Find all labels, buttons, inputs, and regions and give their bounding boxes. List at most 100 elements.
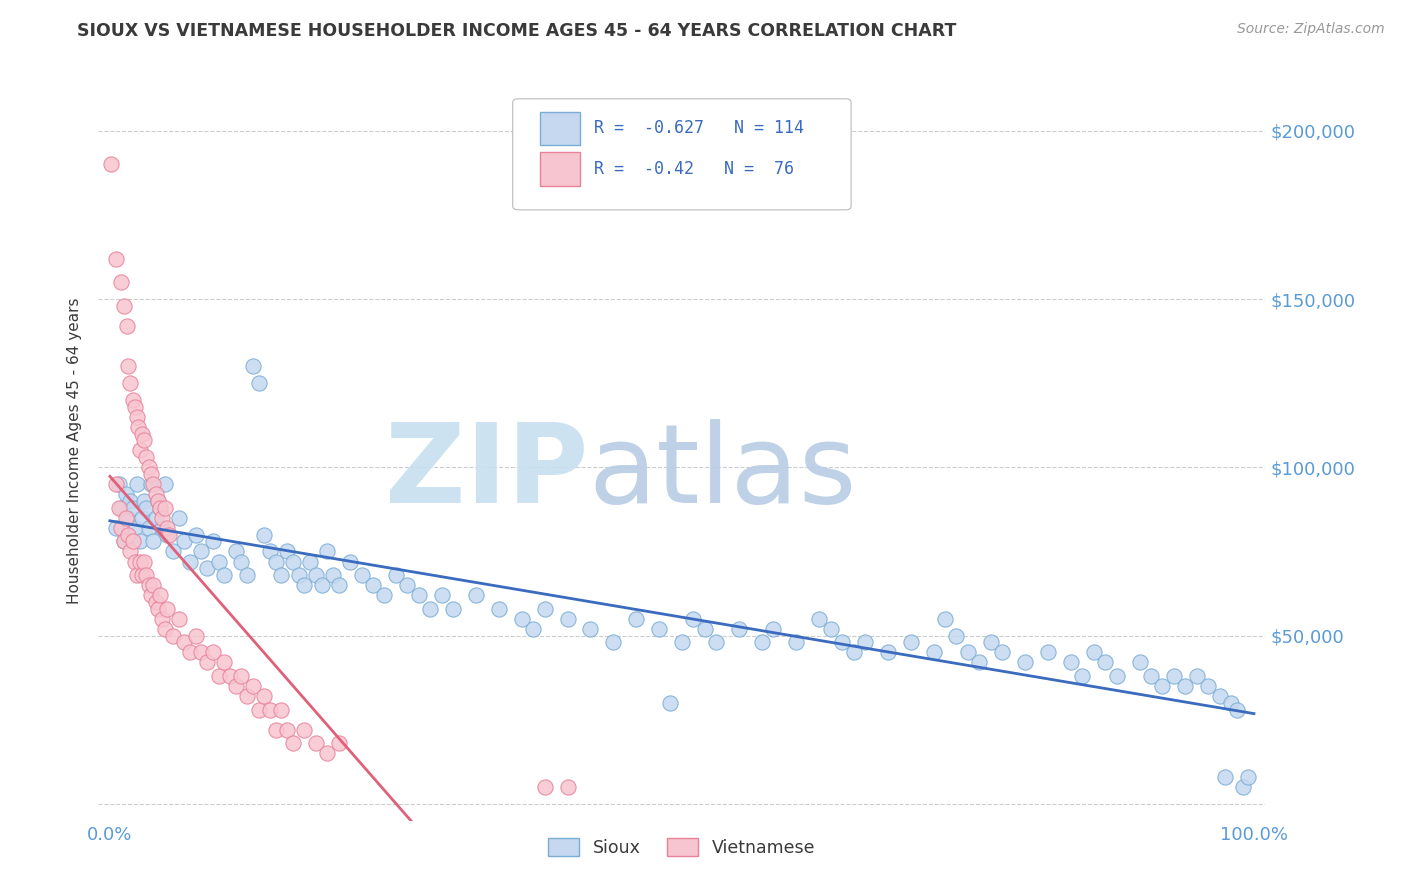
Point <box>117 510 139 524</box>
Point <box>311 578 333 592</box>
Point <box>259 544 281 558</box>
Point <box>104 521 127 535</box>
Point <box>682 612 704 626</box>
Point <box>120 544 142 558</box>
Point <box>134 434 156 448</box>
Point <box>276 723 298 737</box>
Point <box>190 544 212 558</box>
Point <box>350 568 373 582</box>
Point <box>190 645 212 659</box>
Point <box>131 510 153 524</box>
Point <box>145 510 167 524</box>
Point <box>115 510 138 524</box>
Point <box>557 612 579 626</box>
Point <box>281 554 304 569</box>
Point <box>969 656 991 670</box>
Point <box>179 645 201 659</box>
Point <box>1237 770 1260 784</box>
Point <box>162 544 184 558</box>
Point <box>138 578 160 592</box>
Point <box>207 669 229 683</box>
Point <box>121 392 143 407</box>
Point <box>1197 679 1219 693</box>
Point <box>139 467 162 481</box>
Point <box>138 521 160 535</box>
Point <box>441 601 464 615</box>
Point <box>225 544 247 558</box>
Point <box>146 601 169 615</box>
Point <box>128 534 150 549</box>
Point <box>225 679 247 693</box>
Point <box>131 426 153 441</box>
Point <box>110 500 132 515</box>
Point <box>152 510 174 524</box>
Point <box>785 635 807 649</box>
Point <box>145 487 167 501</box>
Point <box>533 780 555 794</box>
Point <box>419 601 441 615</box>
Point <box>214 656 236 670</box>
Point <box>115 487 138 501</box>
Point <box>956 645 979 659</box>
Point <box>876 645 898 659</box>
FancyBboxPatch shape <box>540 153 581 186</box>
Point <box>173 635 195 649</box>
Point <box>153 500 176 515</box>
Point <box>117 359 139 374</box>
Point <box>152 612 174 626</box>
Point <box>112 534 135 549</box>
Point <box>146 494 169 508</box>
Point <box>153 622 176 636</box>
Text: Source: ZipAtlas.com: Source: ZipAtlas.com <box>1237 22 1385 37</box>
Point <box>142 534 165 549</box>
Point <box>305 568 328 582</box>
Point <box>1220 696 1243 710</box>
Point <box>149 588 172 602</box>
Point <box>110 275 132 289</box>
Point <box>179 554 201 569</box>
Point <box>842 645 865 659</box>
Point <box>853 635 876 649</box>
Text: R =  -0.42   N =  76: R = -0.42 N = 76 <box>595 161 794 178</box>
Point <box>820 622 842 636</box>
Point <box>247 703 270 717</box>
Point <box>1232 780 1254 794</box>
Point <box>1071 669 1094 683</box>
Point <box>385 568 408 582</box>
Point <box>762 622 785 636</box>
Point <box>922 645 945 659</box>
Point <box>146 494 169 508</box>
Point <box>270 568 292 582</box>
Point <box>128 443 150 458</box>
Point <box>831 635 853 649</box>
Point <box>142 578 165 592</box>
Point <box>207 554 229 569</box>
Point <box>242 679 264 693</box>
Point <box>408 588 430 602</box>
Point <box>231 669 253 683</box>
Point <box>316 544 339 558</box>
Point <box>1140 669 1163 683</box>
Point <box>396 578 419 592</box>
Point <box>156 601 179 615</box>
Point <box>751 635 773 649</box>
Point <box>991 645 1014 659</box>
Point <box>242 359 264 374</box>
Text: atlas: atlas <box>589 419 858 526</box>
Point <box>728 622 751 636</box>
Point <box>292 723 315 737</box>
Point <box>121 534 143 549</box>
Point <box>184 527 207 541</box>
Point <box>624 612 647 626</box>
Point <box>104 252 127 266</box>
Point <box>934 612 956 626</box>
Point <box>430 588 453 602</box>
Point <box>1208 689 1230 703</box>
Point <box>980 635 1002 649</box>
Point <box>1152 679 1174 693</box>
Point <box>1215 770 1237 784</box>
Point <box>1094 656 1116 670</box>
Point <box>104 477 127 491</box>
Point <box>135 450 157 465</box>
Point <box>1174 679 1197 693</box>
